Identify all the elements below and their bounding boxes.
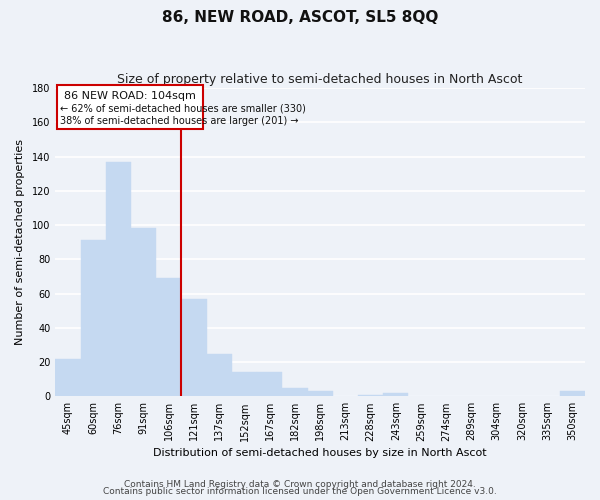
Bar — [358, 394, 383, 396]
Text: Contains HM Land Registry data © Crown copyright and database right 2024.: Contains HM Land Registry data © Crown c… — [124, 480, 476, 489]
Text: 38% of semi-detached houses are larger (201) →: 38% of semi-detached houses are larger (… — [61, 116, 299, 126]
Bar — [257, 372, 283, 396]
FancyBboxPatch shape — [56, 84, 203, 129]
Bar — [181, 298, 206, 396]
Bar — [383, 393, 409, 396]
X-axis label: Distribution of semi-detached houses by size in North Ascot: Distribution of semi-detached houses by … — [154, 448, 487, 458]
Bar — [206, 354, 232, 397]
Bar — [55, 358, 80, 397]
Text: 86, NEW ROAD, ASCOT, SL5 8QQ: 86, NEW ROAD, ASCOT, SL5 8QQ — [162, 10, 438, 25]
Bar — [560, 391, 585, 396]
Title: Size of property relative to semi-detached houses in North Ascot: Size of property relative to semi-detach… — [118, 72, 523, 86]
Bar — [308, 391, 333, 396]
Bar — [131, 228, 156, 396]
Bar — [106, 162, 131, 396]
Text: ← 62% of semi-detached houses are smaller (330): ← 62% of semi-detached houses are smalle… — [61, 104, 306, 114]
Text: Contains public sector information licensed under the Open Government Licence v3: Contains public sector information licen… — [103, 487, 497, 496]
Bar — [80, 240, 106, 396]
Bar — [283, 388, 308, 396]
Text: 86 NEW ROAD: 104sqm: 86 NEW ROAD: 104sqm — [64, 92, 196, 102]
Y-axis label: Number of semi-detached properties: Number of semi-detached properties — [15, 139, 25, 345]
Bar — [232, 372, 257, 396]
Bar — [156, 278, 181, 396]
